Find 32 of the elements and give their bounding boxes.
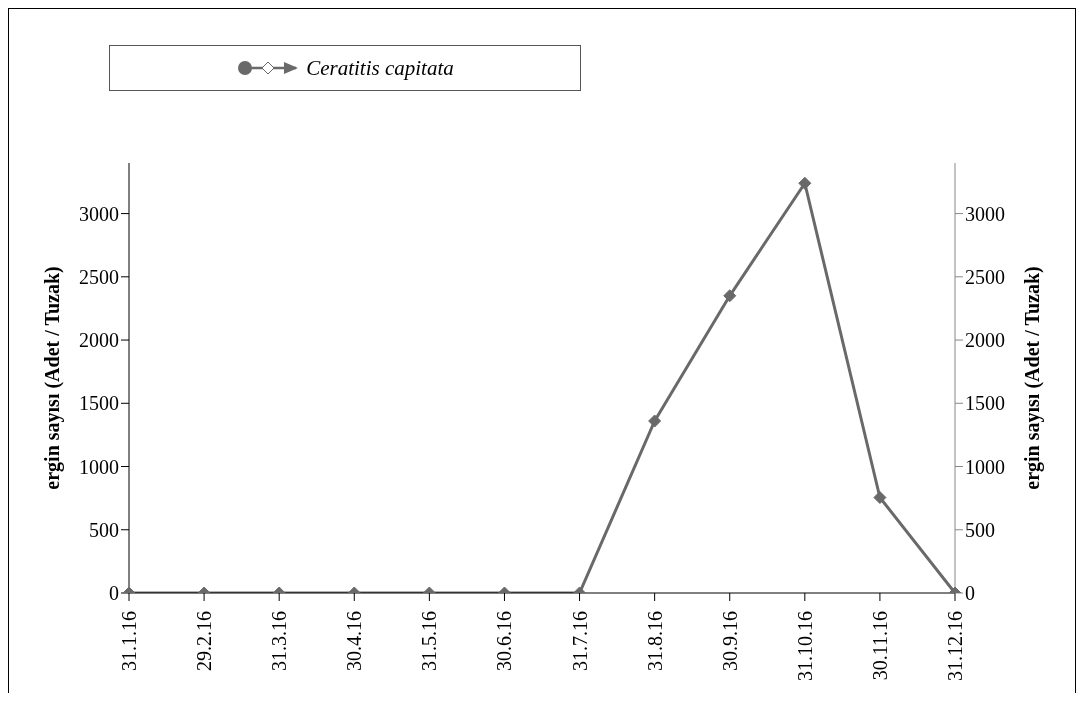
x-tick-label: 30.11.16 [868, 611, 891, 681]
y-tick-label: 3000 [79, 202, 119, 225]
x-tick-label: 30.4.16 [343, 611, 366, 671]
x-tick-label: 29.2.16 [193, 611, 216, 671]
point [648, 414, 662, 428]
y-tick-label: 1500 [79, 392, 119, 415]
x-tick-label: 31.1.16 [118, 611, 140, 671]
x-tick-label: 31.12.16 [944, 611, 966, 681]
point [723, 289, 737, 303]
x-tick-label: 31.3.16 [268, 611, 291, 671]
y-tick-label: 0 [109, 582, 119, 605]
y2-tick-label: 1000 [965, 455, 1005, 478]
y2-tick-label: 2500 [965, 265, 1005, 288]
y2-tick-label: 2000 [965, 329, 1005, 352]
x-tick-label: 31.5.16 [418, 611, 441, 671]
y2-axis-title: ergin sayısı (Adet / Tuzak) [1021, 266, 1045, 490]
y2-tick-label: 0 [965, 582, 975, 605]
y-tick-label: 2000 [79, 329, 119, 352]
x-tick-label: 31.8.16 [643, 611, 666, 671]
x-tick-label: 30.6.16 [493, 611, 516, 671]
x-tick-label: 31.7.16 [568, 611, 591, 671]
point [798, 176, 812, 190]
y2-tick-label: 500 [965, 518, 995, 541]
y2-tick-label: 1500 [965, 392, 1005, 415]
y-tick-label: 1000 [79, 455, 119, 478]
y-tick-label: 500 [89, 518, 119, 541]
y-tick-label: 2500 [79, 265, 119, 288]
x-tick-label: 31.10.16 [793, 611, 816, 681]
x-tick-label: 30.9.16 [718, 611, 741, 671]
legend-label: Ceratitis capitata [305, 55, 454, 81]
y2-tick-label: 3000 [965, 202, 1005, 225]
y-axis-title: ergin sayısı (Adet / Tuzak) [41, 266, 65, 490]
